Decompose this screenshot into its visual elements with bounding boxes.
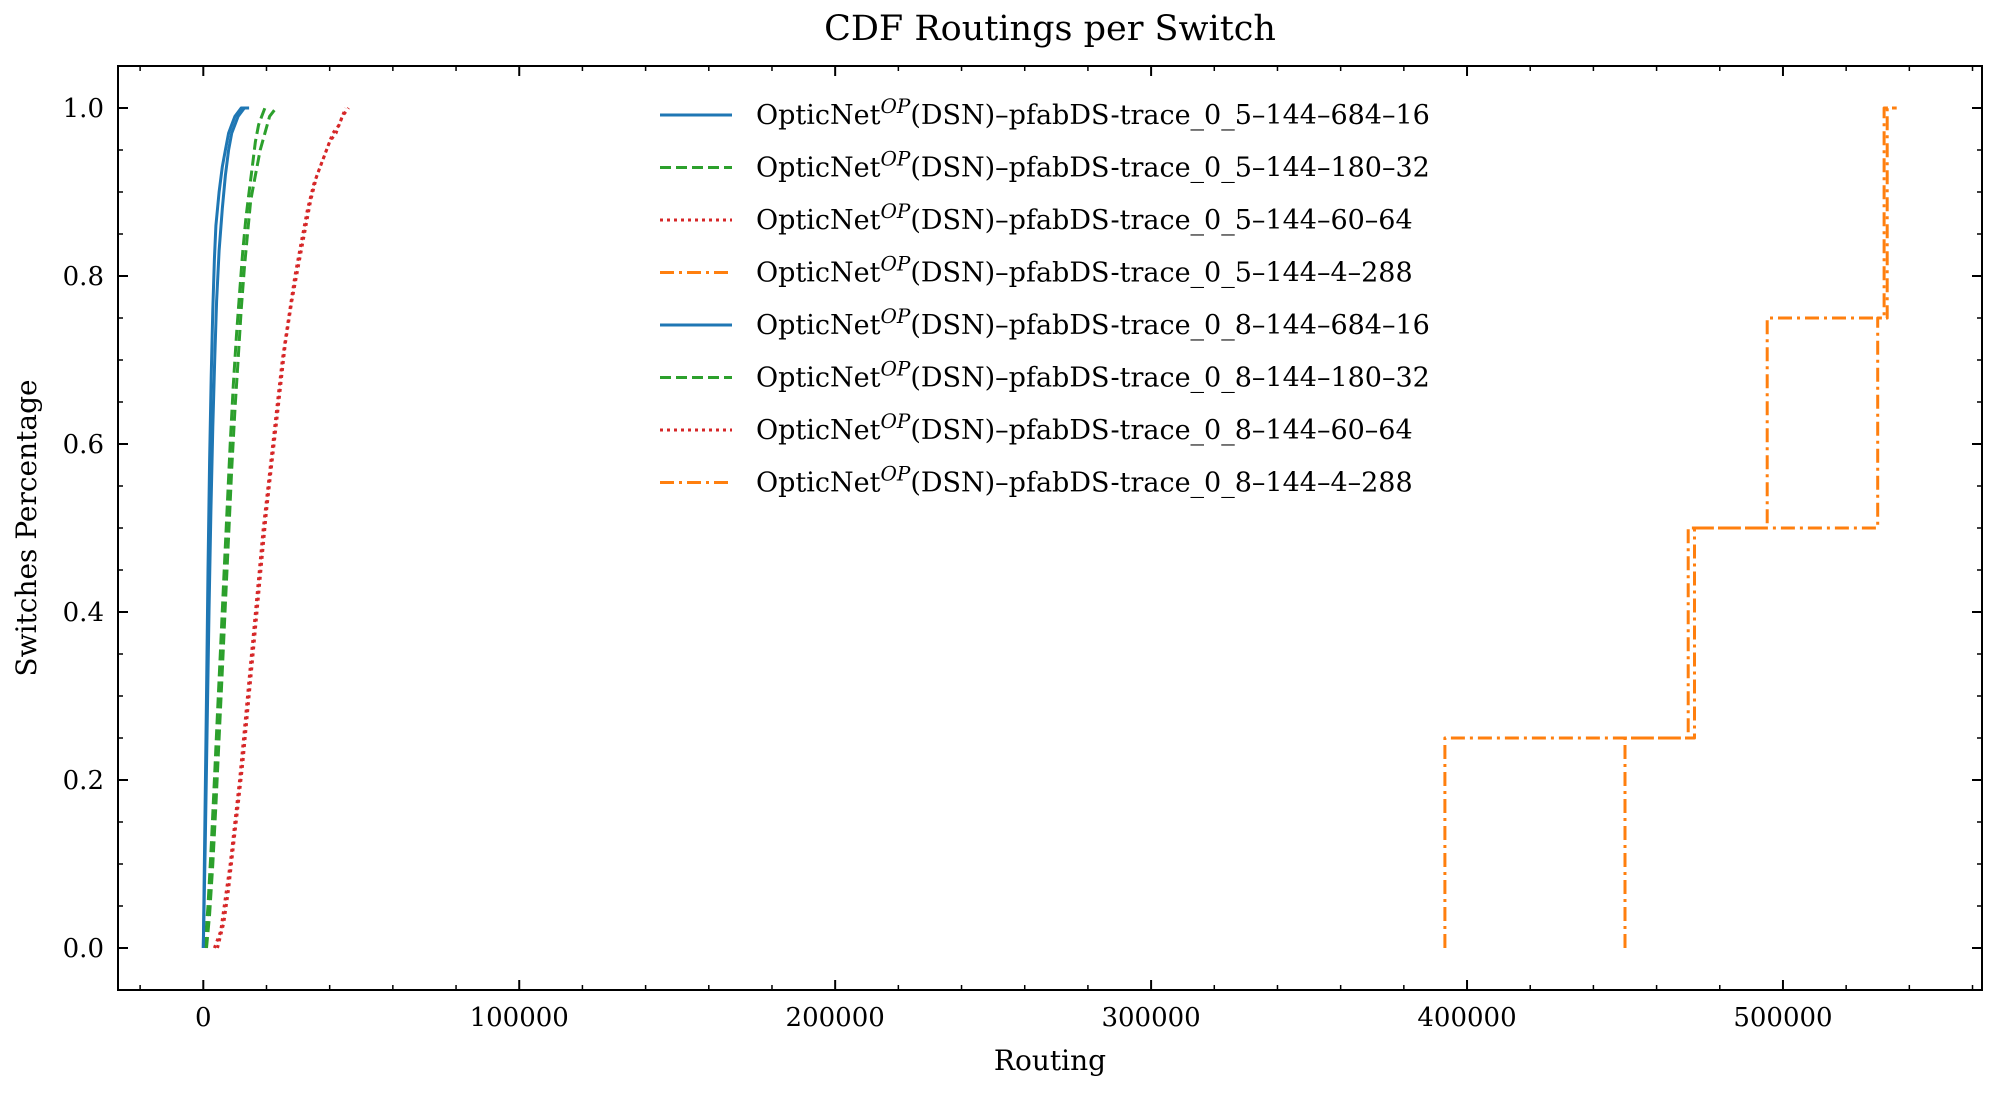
legend-label-rest: (DSN)–pfabDS-trace_0_5–144–180–32: [910, 153, 1430, 184]
series-layer: [201, 106, 1897, 949]
series-line-5: [201, 106, 250, 949]
legend-label: OpticNetOP(DSN)–pfabDS-trace_0_5–144–684…: [756, 94, 1430, 131]
x-tick-label: 500000: [1733, 1003, 1832, 1033]
legend-label-base: OpticNet: [756, 310, 881, 341]
y-tick-label: 0.8: [63, 262, 104, 292]
series-line-3: [212, 107, 347, 949]
x-tick-label: 200000: [786, 1003, 885, 1033]
legend-label-superscript: OP: [880, 147, 910, 171]
legend: OpticNetOP(DSN)–pfabDS-trace_0_5–144–684…: [660, 94, 1430, 499]
legend-label-superscript: OP: [880, 409, 910, 433]
legend-label-rest: (DSN)–pfabDS-trace_0_5–144–4–288: [910, 258, 1412, 289]
legend-label-rest: (DSN)–pfabDS-trace_0_8–144–4–288: [910, 468, 1412, 499]
y-tick-label: 0.2: [63, 766, 104, 796]
x-tick-label: 300000: [1101, 1003, 1200, 1033]
legend-label: OpticNetOP(DSN)–pfabDS-trace_0_8–144–180…: [756, 357, 1430, 394]
y-axis-label: Switches Percentage: [10, 379, 43, 676]
legend-label-base: OpticNet: [756, 468, 881, 499]
legend-label-base: OpticNet: [756, 415, 881, 446]
x-tick-label: 100000: [470, 1003, 569, 1033]
legend-label: OpticNetOP(DSN)–pfabDS-trace_0_8–144–684…: [756, 304, 1430, 341]
legend-label: OpticNetOP(DSN)–pfabDS-trace_0_5–144–180…: [756, 147, 1430, 184]
series-line-7: [216, 107, 350, 949]
legend-label: OpticNetOP(DSN)–pfabDS-trace_0_8–144–60–…: [756, 409, 1413, 446]
legend-label-rest: (DSN)–pfabDS-trace_0_8–144–684–16: [910, 310, 1430, 341]
legend-label-superscript: OP: [880, 304, 910, 328]
legend-label-superscript: OP: [880, 199, 910, 223]
legend-label-base: OpticNet: [756, 258, 881, 289]
legend-label-rest: (DSN)–pfabDS-trace_0_8–144–60–64: [910, 415, 1412, 446]
x-tick-label: 400000: [1417, 1003, 1516, 1033]
legend-label-rest: (DSN)–pfabDS-trace_0_5–144–60–64: [910, 205, 1412, 236]
legend-label-superscript: OP: [880, 462, 910, 486]
series-line-2: [203, 107, 267, 949]
series-line-1: [201, 106, 245, 949]
legend-label-rest: (DSN)–pfabDS-trace_0_5–144–684–16: [910, 100, 1430, 131]
legend-label: OpticNetOP(DSN)–pfabDS-trace_0_5–144–60–…: [756, 199, 1413, 236]
series-line-8: [1623, 106, 1897, 948]
x-axis-label: Routing: [994, 1044, 1106, 1077]
axis-ticks: 0 100000 200000 300000 400000 500000 0.0 0.2 0.4…: [63, 65, 1982, 1033]
legend-label-superscript: OP: [880, 252, 910, 276]
chart-title: CDF Routings per Switch: [824, 9, 1276, 49]
y-tick-label: 0.4: [63, 598, 104, 628]
legend-label: OpticNetOP(DSN)–pfabDS-trace_0_8–144–4–2…: [756, 462, 1413, 499]
legend-label-superscript: OP: [880, 94, 910, 118]
legend-label-rest: (DSN)–pfabDS-trace_0_8–144–180–32: [910, 363, 1430, 394]
legend-label-base: OpticNet: [756, 100, 881, 131]
legend-label-superscript: OP: [880, 357, 910, 381]
plot-area: 0 100000 200000 300000 400000 500000 0.0 0.2 0.4…: [63, 65, 1983, 1033]
legend-label-base: OpticNet: [756, 205, 881, 236]
series-line-4: [1443, 106, 1894, 948]
legend-label-base: OpticNet: [756, 153, 881, 184]
legend-label: OpticNetOP(DSN)–pfabDS-trace_0_5–144–4–2…: [756, 252, 1413, 289]
y-tick-label: 1.0: [63, 94, 104, 124]
y-tick-label: 0.6: [63, 430, 104, 460]
series-line-6: [205, 107, 278, 949]
x-tick-label: 0: [195, 1003, 212, 1033]
legend-label-base: OpticNet: [756, 363, 881, 394]
y-tick-label: 0.0: [63, 934, 104, 964]
